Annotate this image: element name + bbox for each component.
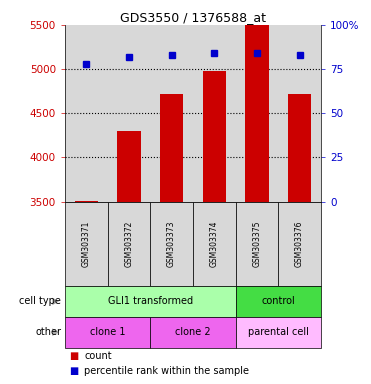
Bar: [117, 131, 141, 202]
Title: GDS3550 / 1376588_at: GDS3550 / 1376588_at: [120, 11, 266, 24]
Bar: [288, 94, 311, 202]
Text: GSM303375: GSM303375: [252, 220, 262, 267]
Text: ■: ■: [69, 351, 78, 361]
Text: GSM303371: GSM303371: [82, 221, 91, 267]
Bar: [75, 201, 98, 202]
Text: GSM303374: GSM303374: [210, 220, 219, 267]
Text: ■: ■: [69, 366, 78, 376]
Bar: [160, 94, 183, 202]
Text: clone 2: clone 2: [175, 327, 211, 337]
Text: clone 1: clone 1: [90, 327, 125, 337]
Text: parental cell: parental cell: [248, 327, 309, 337]
Text: GLI1 transformed: GLI1 transformed: [108, 296, 193, 306]
Text: percentile rank within the sample: percentile rank within the sample: [84, 366, 249, 376]
Text: other: other: [35, 327, 61, 337]
Text: GSM303376: GSM303376: [295, 220, 304, 267]
Bar: [245, 25, 269, 202]
Bar: [203, 71, 226, 202]
Text: GSM303373: GSM303373: [167, 220, 176, 267]
Text: GSM303372: GSM303372: [124, 221, 134, 267]
Text: control: control: [262, 296, 295, 306]
Text: cell type: cell type: [19, 296, 61, 306]
Text: count: count: [84, 351, 112, 361]
